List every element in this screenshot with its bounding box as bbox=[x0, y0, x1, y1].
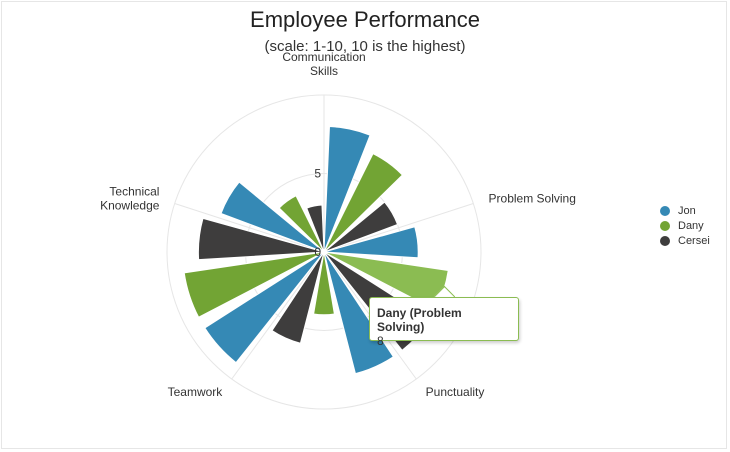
bar-jon-communication-skills bbox=[323, 125, 371, 253]
grid-spoke bbox=[231, 251, 325, 380]
legend-marker-cersei bbox=[660, 235, 670, 246]
bar-dany-punctuality bbox=[313, 251, 335, 316]
category-label-line: Punctuality bbox=[426, 385, 485, 399]
legend: Jon Dany Cersei bbox=[660, 203, 710, 248]
category-label: Communication Skills bbox=[282, 50, 365, 78]
chart-subtitle: (scale: 1-10, 10 is the highest) bbox=[264, 38, 466, 55]
bar-jon-teamwork bbox=[204, 251, 325, 364]
bar-dany-teamwork bbox=[183, 251, 325, 318]
bar-jon-punctuality bbox=[323, 251, 395, 375]
legend-label-jon: Jon bbox=[678, 204, 696, 217]
tooltip-value: 8 bbox=[377, 334, 384, 348]
legend-marker-jon bbox=[660, 205, 670, 216]
legend-label-cersei: Cersei bbox=[678, 234, 710, 247]
grid-spoke bbox=[323, 203, 474, 253]
chart-title: Employee Performance bbox=[250, 7, 480, 32]
grid-spoke bbox=[174, 203, 325, 253]
category-label-line: Communication bbox=[282, 50, 365, 64]
legend-item-jon[interactable]: Jon bbox=[660, 203, 710, 218]
bar-cersei-technical-knowledge bbox=[306, 204, 325, 253]
category-label-line: Knowledge bbox=[100, 199, 160, 213]
bar-jon-technical-knowledge bbox=[220, 181, 325, 253]
bar-cersei-punctuality bbox=[271, 251, 325, 344]
bar-jon-problem-solving bbox=[323, 226, 419, 259]
legend-label-dany: Dany bbox=[678, 219, 704, 232]
bar-dany-communication-skills bbox=[323, 152, 404, 253]
category-label-line: Teamwork bbox=[168, 385, 224, 399]
bar-cersei-communication-skills bbox=[323, 201, 399, 253]
bar-dany-technical-knowledge bbox=[278, 195, 325, 253]
category-label-line: Problem Solving bbox=[489, 192, 576, 206]
category-label: Technical Knowledge bbox=[100, 185, 160, 213]
legend-item-cersei[interactable]: Cersei bbox=[660, 233, 710, 248]
category-label-line: Technical bbox=[109, 185, 159, 199]
radial-tick-label: 0 bbox=[314, 245, 321, 259]
category-label-line: Skills bbox=[310, 64, 338, 78]
category-label: Punctuality bbox=[426, 385, 485, 399]
tooltip-title: Dany (Problem Solving) bbox=[377, 306, 462, 334]
category-label: Problem Solving bbox=[489, 192, 576, 206]
tooltip: Dany (Problem Solving) 8 bbox=[369, 297, 519, 348]
bar-cersei-teamwork bbox=[197, 217, 325, 261]
category-label: Teamwork bbox=[168, 385, 224, 399]
legend-marker-dany bbox=[660, 220, 670, 231]
radial-tick-label: 5 bbox=[314, 167, 321, 181]
legend-item-dany[interactable]: Dany bbox=[660, 218, 710, 233]
